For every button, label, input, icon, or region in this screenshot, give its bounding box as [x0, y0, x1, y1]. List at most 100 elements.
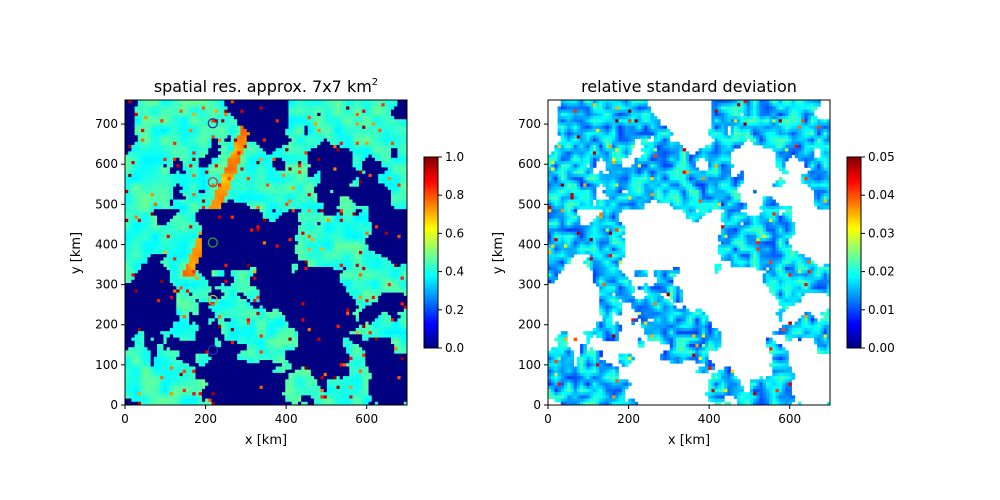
heatmap-cell [339, 100, 344, 104]
heatmap-cell [323, 263, 328, 268]
heatmap-cell [214, 164, 219, 168]
heatmap-cell [166, 228, 171, 233]
heatmap-cell [320, 167, 325, 172]
heatmap-cell [323, 238, 328, 242]
heatmap-cell [189, 266, 193, 271]
heatmap-cell [320, 266, 325, 271]
heatmap-cell [240, 218, 244, 223]
heatmap-cell [195, 212, 200, 216]
heatmap-cell [278, 199, 283, 204]
heatmap-cell [240, 109, 244, 114]
heatmap-cell [163, 100, 168, 104]
heatmap-cell [160, 164, 164, 168]
heatmap-cell [214, 167, 219, 172]
heatmap-cell [272, 193, 277, 197]
heatmap-cell [326, 218, 331, 223]
heatmap-cell [256, 276, 260, 281]
heatmap-cell [253, 189, 257, 194]
heatmap-cell [310, 199, 315, 204]
heatmap-cell [298, 270, 302, 274]
heatmap-cell [387, 209, 392, 213]
heatmap-cell [368, 122, 373, 127]
heatmap-cell [384, 215, 389, 220]
heatmap-cell [355, 215, 360, 220]
heatmap-cell [320, 189, 325, 194]
heatmap-cell [163, 183, 168, 188]
heatmap-cell [141, 144, 145, 149]
heatmap-cell [330, 125, 334, 130]
heatmap-cell [176, 254, 180, 258]
heatmap-cell [381, 244, 385, 249]
heatmap-cell [160, 263, 164, 268]
heatmap-cell [150, 173, 155, 178]
heatmap-cell [201, 128, 206, 133]
heatmap-cell [157, 167, 161, 172]
heatmap-cell [256, 164, 260, 168]
heatmap-cell [243, 106, 248, 111]
heatmap-cell [185, 215, 190, 220]
heatmap-cell [266, 135, 270, 139]
heatmap-cell [224, 279, 228, 284]
heatmap-cell [285, 205, 289, 210]
heatmap-cell [214, 196, 219, 200]
heatmap-cell [160, 231, 164, 236]
heatmap-cell [147, 247, 152, 252]
heatmap-cell [230, 231, 235, 236]
heatmap-cell [144, 151, 148, 155]
heatmap-cell [237, 199, 241, 204]
heatmap-cell [262, 148, 267, 152]
heatmap-cell [384, 250, 389, 255]
heatmap-cell [144, 177, 148, 181]
heatmap-cell [141, 183, 145, 188]
heatmap-cell [179, 273, 184, 277]
heatmap-cell [256, 231, 260, 236]
heatmap-cell [285, 109, 289, 114]
heatmap-cell [333, 260, 337, 265]
heatmap-cell [189, 218, 193, 223]
heatmap-cell [224, 132, 228, 136]
heatmap-cell [378, 196, 382, 200]
heatmap-cell [249, 225, 254, 229]
heatmap-cell [304, 218, 309, 223]
heatmap-cell [362, 112, 366, 117]
heatmap-cell [301, 106, 305, 111]
heatmap-cell [230, 273, 235, 277]
heatmap-cell [384, 154, 389, 159]
heatmap-cell [307, 247, 312, 252]
heatmap-cell [301, 100, 305, 104]
heatmap-cell [208, 250, 212, 255]
heatmap-cell [307, 151, 312, 155]
heatmap-cell [285, 128, 289, 133]
heatmap-cell [269, 180, 273, 184]
heatmap-cell [131, 151, 136, 155]
heatmap-cell [269, 122, 273, 127]
heatmap-cell [326, 119, 331, 123]
heatmap-cell [333, 212, 337, 216]
heatmap-cell [173, 254, 177, 258]
heatmap-cell [307, 260, 312, 265]
heatmap-cell [368, 202, 373, 207]
heatmap-cell [304, 167, 309, 172]
heatmap-cell [150, 257, 155, 261]
heatmap-cell [387, 151, 392, 155]
heatmap-cell [179, 250, 184, 255]
heatmap-cell [230, 270, 235, 274]
heatmap-cell [262, 234, 267, 239]
heatmap-cell [237, 196, 241, 200]
heatmap-cell [176, 202, 180, 207]
heatmap-cell [189, 138, 193, 143]
heatmap-cell [314, 170, 318, 175]
heatmap-cell [352, 173, 357, 178]
heatmap-cell [256, 202, 260, 207]
heatmap-cell [358, 260, 363, 265]
heatmap-cell [355, 177, 360, 181]
heatmap-cell [378, 228, 382, 233]
heatmap-cell [160, 151, 164, 155]
heatmap-cell [394, 138, 398, 143]
heatmap-cell [141, 125, 145, 130]
heatmap-cell [355, 257, 360, 261]
heatmap-cell [288, 161, 293, 165]
heatmap-cell [208, 276, 212, 281]
heatmap-cell [249, 103, 254, 107]
heatmap-cell [182, 125, 187, 130]
